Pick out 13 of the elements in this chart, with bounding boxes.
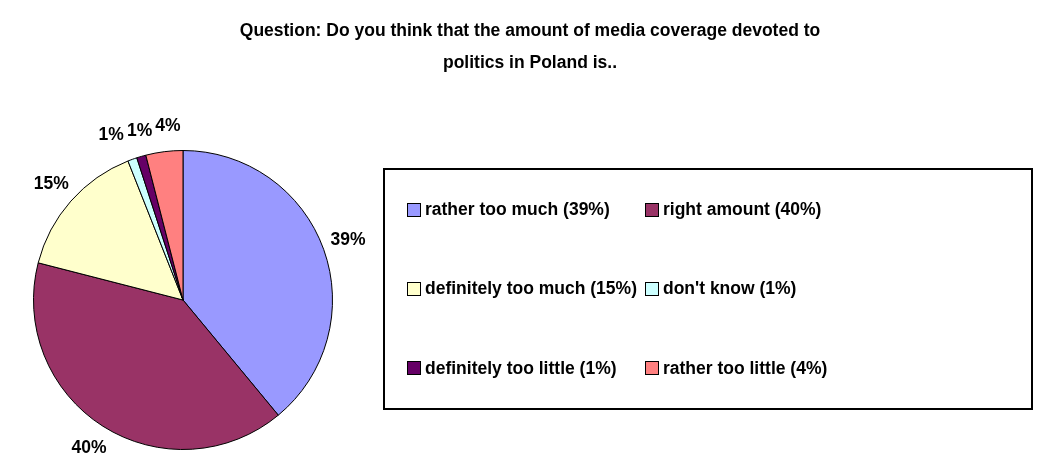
legend-label: don't know (1%) (662, 278, 797, 300)
data-label: 39% (330, 229, 367, 250)
legend-label: definitely too little (1%) (425, 357, 617, 379)
data-label: 40% (71, 437, 107, 458)
legend-label: rather too much (39%) (425, 199, 610, 221)
legend-label: definitely too much (15%) (425, 278, 637, 300)
data-label: 1% (98, 123, 125, 144)
data-label: 4% (155, 114, 181, 135)
legend-label: rather too little (4%) (662, 357, 828, 379)
data-label: 1% (126, 120, 153, 141)
data-label: 15% (33, 172, 70, 193)
chart-title: Question: Do you think that the amount of media coverage devoted to politics in Poland is.. (238, 19, 822, 74)
legend-label: right amount (40%) (662, 199, 822, 221)
